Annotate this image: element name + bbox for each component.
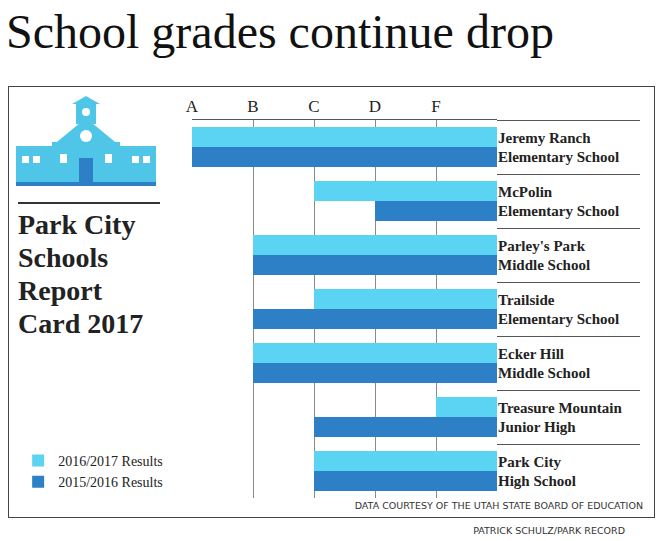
svg-text:2015/2016 Results: 2015/2016 Results: [58, 475, 163, 490]
svg-text:D: D: [369, 97, 381, 116]
svg-text:A: A: [186, 97, 199, 116]
svg-text:Jeremy RanchElementary School: Jeremy RanchElementary School: [498, 130, 619, 166]
svg-text:Park CityHigh School: Park CityHigh School: [498, 454, 576, 490]
svg-text:F: F: [431, 97, 440, 116]
svg-text:2016/2017 Results: 2016/2017 Results: [58, 454, 163, 469]
svg-text:McPolinElementary School: McPolinElementary School: [498, 184, 619, 220]
svg-text:Parley's ParkMiddle School: Parley's ParkMiddle School: [498, 238, 590, 274]
svg-text:C: C: [308, 97, 319, 116]
html-text:PATRICK SCHULZ/PARK RECORD: PATRICK SCHULZ/PARK RECORD: [473, 525, 625, 536]
html-text:DATA COURTESY OF THE UTAH STAT: DATA COURTESY OF THE UTAH STATE BOARD OF…: [354, 500, 643, 511]
svg-text:TrailsideElementary School: TrailsideElementary School: [498, 292, 619, 328]
svg-text:Ecker HillMiddle School: Ecker HillMiddle School: [498, 346, 590, 382]
html-text:Park City Schools Report Card: Park City Schools Report Card 2017: [18, 209, 144, 339]
svg-text:Treasure MountainJunior High: Treasure MountainJunior High: [498, 400, 622, 436]
html-text:School grades continue drop: School grades continue drop: [6, 5, 554, 58]
svg-text:B: B: [247, 97, 258, 116]
